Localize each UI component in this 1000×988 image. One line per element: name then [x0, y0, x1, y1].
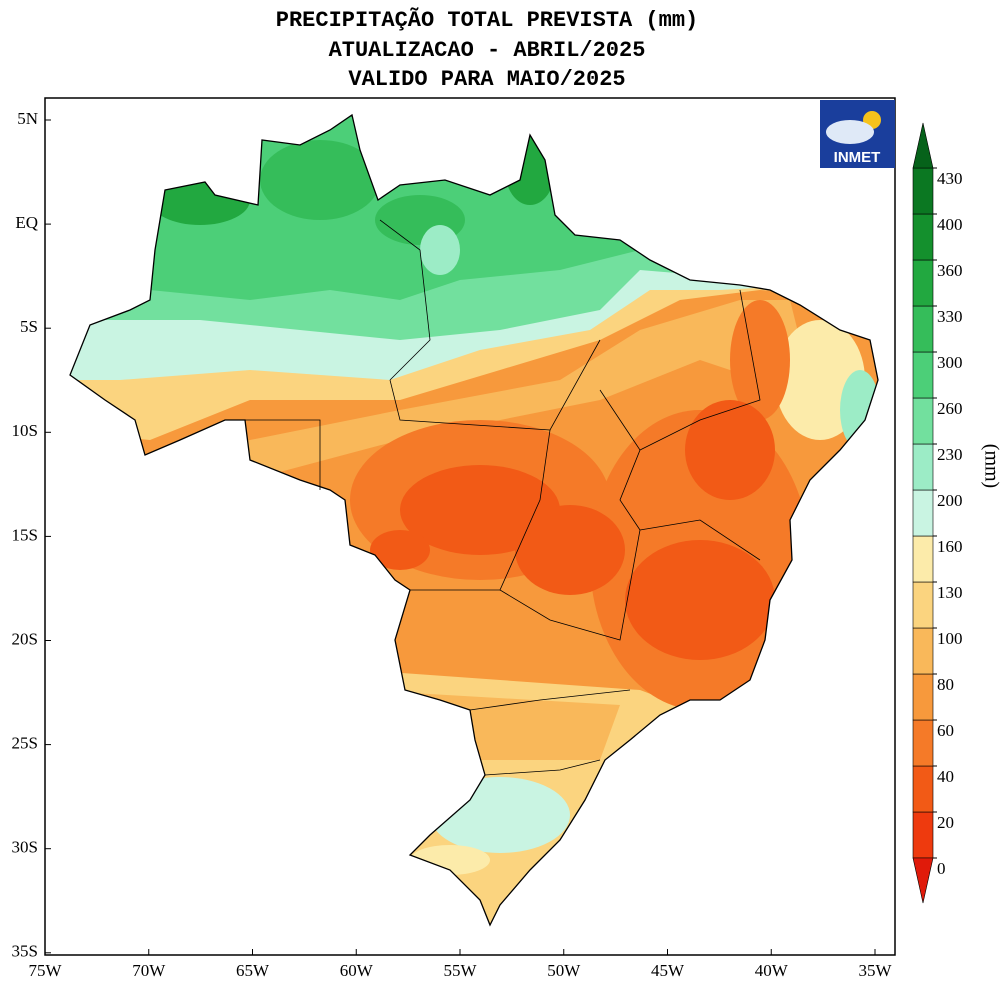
lon-label: 35W — [858, 961, 892, 980]
precip-region — [370, 530, 430, 570]
precip-region — [515, 505, 625, 595]
logo: INMET — [820, 100, 895, 168]
lon-label: 70W — [132, 961, 166, 980]
lon-label: 50W — [547, 961, 581, 980]
subtitle: VALIDO PARA MAIO/2025 — [348, 67, 625, 92]
colorbar-over — [912, 122, 934, 169]
colorbar-tick-label: 300 — [937, 353, 963, 372]
colorbar-box — [912, 443, 934, 491]
colorbar-box — [912, 811, 934, 859]
colorbar-tick-label: 60 — [937, 721, 954, 740]
lon-label: 75W — [28, 961, 62, 980]
logo-cloud — [826, 120, 874, 144]
colorbar-box — [912, 535, 934, 583]
colorbar-tick-label: 130 — [937, 583, 963, 602]
colorbar-box — [912, 167, 934, 215]
precip-region — [260, 140, 380, 220]
colorbar-tick-label: 360 — [937, 261, 963, 280]
colorbar-tick-label: 400 — [937, 215, 963, 234]
colorbar-box — [912, 581, 934, 629]
lat-label: 10S — [12, 421, 38, 440]
colorbar-tick-label: 200 — [937, 491, 963, 510]
precip-region — [625, 540, 775, 660]
lon-label: 45W — [651, 961, 685, 980]
lat-label: 20S — [12, 629, 38, 648]
colorbar-box — [912, 213, 934, 261]
lon-label: 40W — [755, 961, 789, 980]
colorbar-tick-label: 260 — [937, 399, 963, 418]
colorbar-tick-label: 330 — [937, 307, 963, 326]
lon-label: 55W — [443, 961, 477, 980]
lat-label: 5S — [20, 317, 38, 336]
colorbar-box — [912, 765, 934, 813]
colorbar-tick-label: 230 — [937, 445, 963, 464]
colorbar-tick-label: 20 — [937, 813, 954, 832]
colorbar-tick-label: 430 — [937, 169, 963, 188]
colorbar-box — [912, 397, 934, 445]
lon-label: 65W — [236, 961, 270, 980]
lat-label: 25S — [12, 734, 38, 753]
colorbar-box — [912, 305, 934, 353]
colorbar-tick-label: 40 — [937, 767, 954, 786]
colorbar-label: (mm) — [980, 444, 1000, 488]
precip-region — [730, 300, 790, 420]
colorbar-box — [912, 673, 934, 721]
colorbar-tick-label: 80 — [937, 675, 954, 694]
colorbar-box — [912, 627, 934, 675]
lat-label: 30S — [12, 838, 38, 857]
colorbar-box — [912, 259, 934, 307]
subtitle: ATUALIZACAO - ABRIL/2025 — [329, 38, 646, 63]
colorbar-tick-label: 160 — [937, 537, 963, 556]
colorbar-box — [912, 719, 934, 767]
precip-region — [420, 225, 460, 275]
state-borders — [245, 219, 761, 776]
colorbar-tick-label: 100 — [937, 629, 963, 648]
logo-text: INMET — [834, 149, 881, 166]
colorbar-under — [912, 857, 934, 904]
colorbar-box — [912, 489, 934, 537]
lat-label: EQ — [15, 213, 38, 232]
lat-label: 15S — [12, 525, 38, 544]
lon-label: 60W — [340, 961, 374, 980]
lat-label: 5N — [17, 109, 38, 128]
colorbar-box — [912, 351, 934, 399]
precip-region — [685, 400, 775, 500]
lat-label: 35S — [12, 942, 38, 961]
colorbar-tick-label: 0 — [937, 859, 946, 878]
title: PRECIPITAÇÃO TOTAL PREVISTA (mm) — [276, 7, 698, 33]
